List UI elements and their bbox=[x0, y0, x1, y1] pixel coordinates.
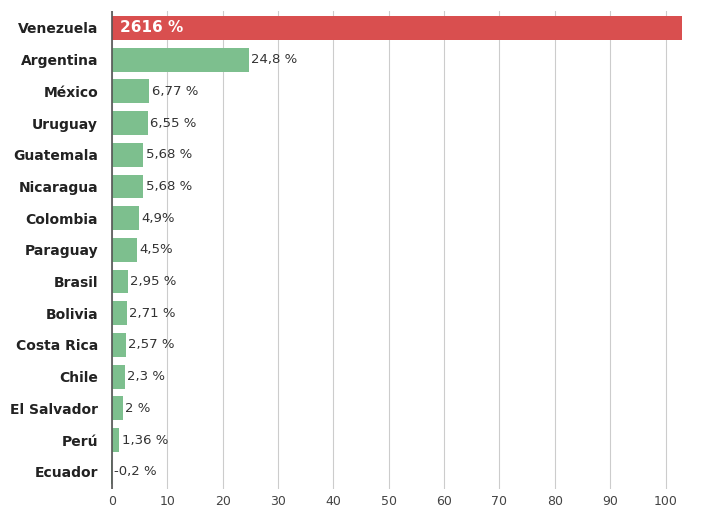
Text: 2 %: 2 % bbox=[125, 402, 150, 415]
Bar bbox=[112, 143, 143, 167]
Bar bbox=[112, 79, 150, 103]
Bar bbox=[111, 460, 112, 483]
Text: 24,8 %: 24,8 % bbox=[252, 53, 298, 66]
Bar bbox=[112, 111, 148, 135]
Text: 4,9%: 4,9% bbox=[141, 211, 174, 225]
Bar bbox=[112, 16, 682, 40]
Text: 2,57 %: 2,57 % bbox=[128, 338, 175, 351]
Text: 5,68 %: 5,68 % bbox=[145, 180, 192, 193]
Bar bbox=[112, 333, 126, 357]
Text: 4,5%: 4,5% bbox=[139, 244, 173, 256]
Bar bbox=[112, 238, 137, 262]
Text: 6,55 %: 6,55 % bbox=[150, 117, 196, 129]
Text: 2,3 %: 2,3 % bbox=[127, 370, 164, 383]
Text: 2616 %: 2616 % bbox=[121, 21, 184, 35]
Text: 2,71 %: 2,71 % bbox=[129, 307, 176, 320]
Text: -0,2 %: -0,2 % bbox=[114, 465, 157, 478]
Bar bbox=[112, 270, 128, 294]
Bar bbox=[112, 397, 123, 420]
Bar bbox=[112, 206, 139, 230]
Text: 6,77 %: 6,77 % bbox=[152, 85, 198, 98]
Bar bbox=[112, 48, 249, 72]
Text: 5,68 %: 5,68 % bbox=[145, 148, 192, 161]
Bar bbox=[112, 365, 125, 389]
Bar bbox=[112, 175, 143, 198]
Text: 1,36 %: 1,36 % bbox=[122, 433, 168, 447]
Text: 2,95 %: 2,95 % bbox=[130, 275, 177, 288]
Bar bbox=[112, 428, 119, 452]
Bar bbox=[112, 301, 127, 325]
